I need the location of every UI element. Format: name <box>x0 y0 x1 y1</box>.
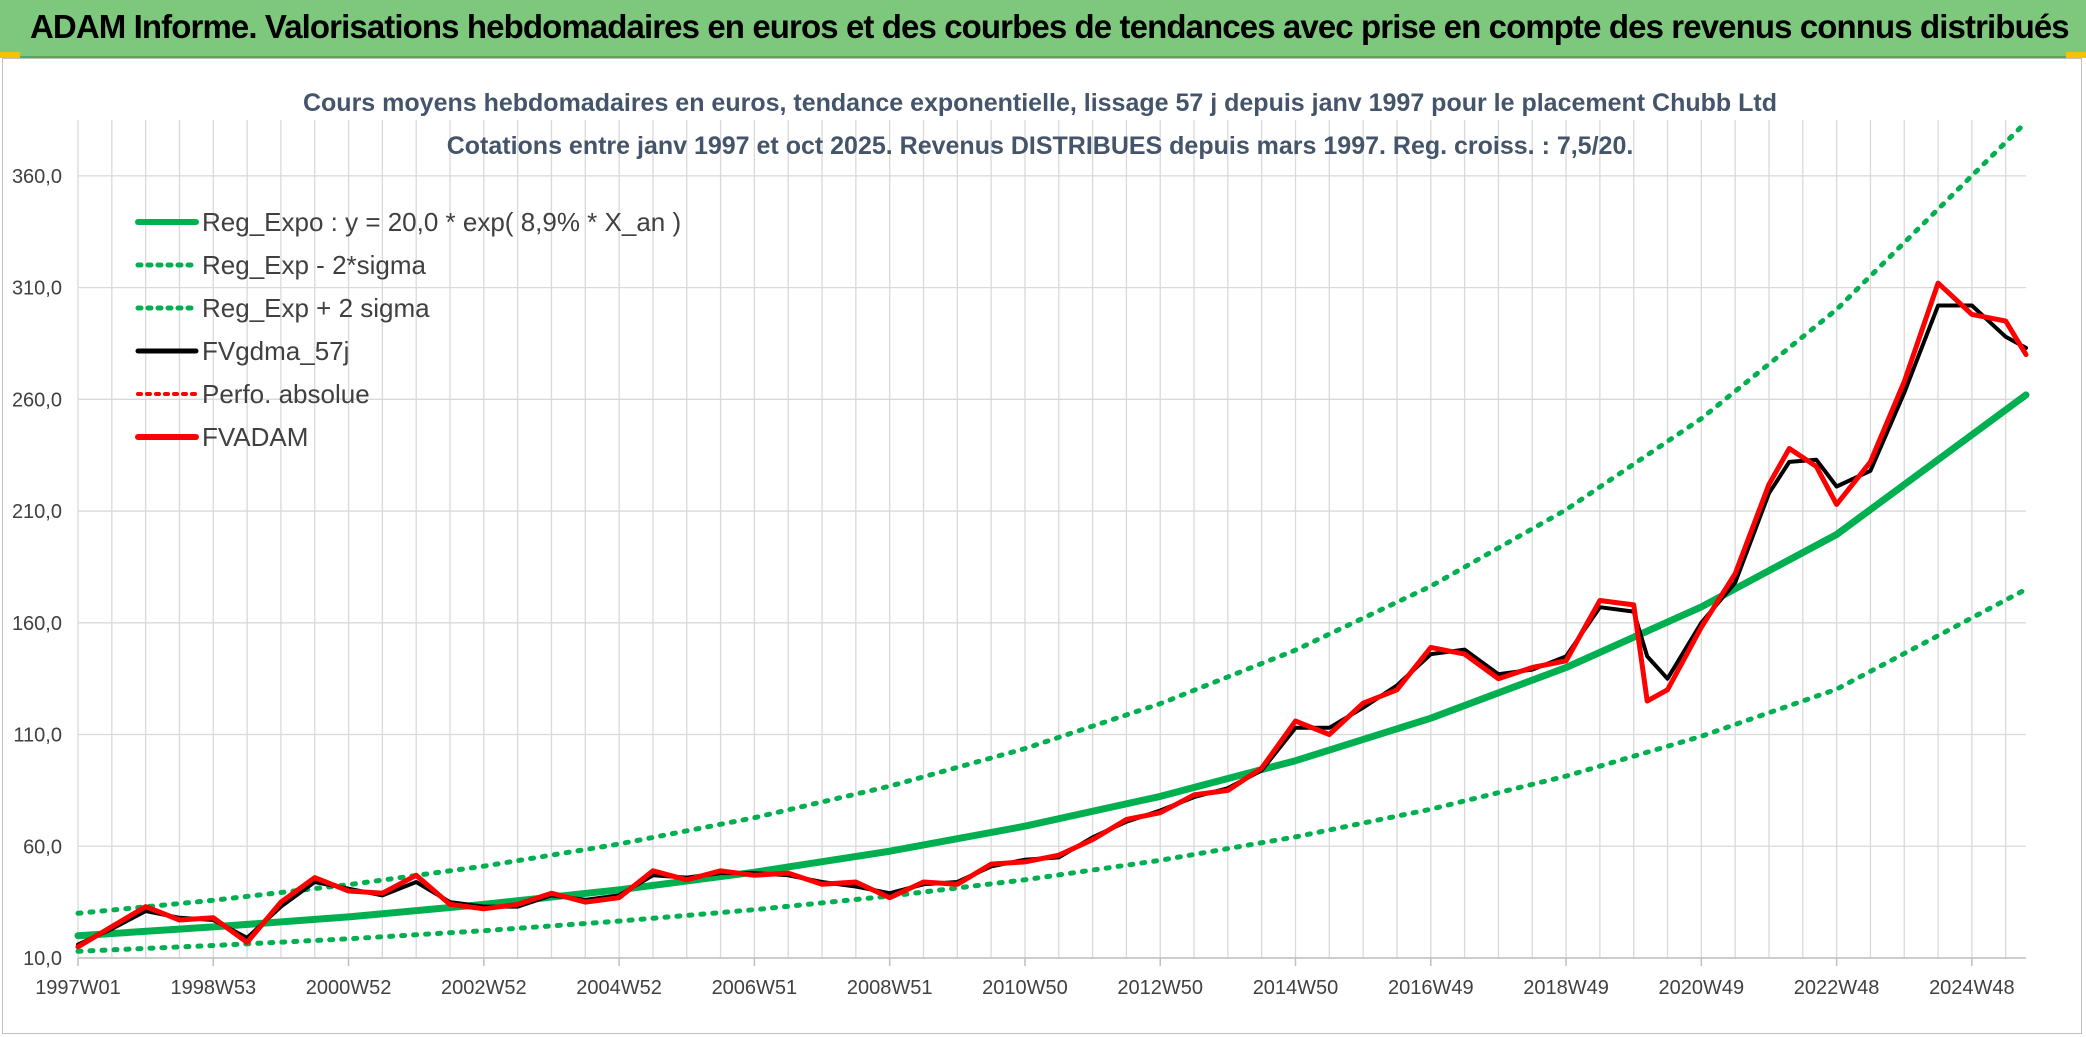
chart-frame <box>2 58 2082 1034</box>
report-title: ADAM Informe. Valorisations hebdomadaire… <box>30 8 2070 45</box>
y-tick-label: 160,0 <box>12 613 62 635</box>
x-tick-label: 2022W48 <box>1794 977 1880 999</box>
x-tick-label: 2016W49 <box>1388 977 1474 999</box>
corner-marker-right <box>2066 52 2086 58</box>
y-tick-label: 60,0 <box>23 836 62 858</box>
legend-label: Reg_Exp - 2*sigma <box>202 250 427 280</box>
legend-label: Reg_Expo : y = 20,0 * exp( 8,9% * X_an ) <box>202 207 681 237</box>
y-tick-label: 10,0 <box>23 948 62 970</box>
x-tick-label: 2024W48 <box>1929 977 2015 999</box>
y-tick-label: 260,0 <box>12 389 62 411</box>
chart-grid <box>77 120 2026 959</box>
x-tick-label: 2008W51 <box>847 977 933 999</box>
x-tick-label: 2004W52 <box>576 977 662 999</box>
y-tick-label: 210,0 <box>12 501 62 523</box>
series-line-reg-exp-2-sigma <box>75 586 2029 954</box>
x-tick-label: 2014W50 <box>1253 977 1339 999</box>
series-line-reg-expo <box>74 391 2030 940</box>
chart-legend: Reg_Expo : y = 20,0 * exp( 8,9% * X_an )… <box>135 207 681 452</box>
legend-label: Perfo. absolue <box>202 379 370 409</box>
legend-label: FVADAM <box>202 422 308 452</box>
x-tick-label: 2012W50 <box>1117 977 1203 999</box>
y-tick-label: 110,0 <box>13 725 62 747</box>
legend-label: Reg_Exp + 2 sigma <box>202 293 430 323</box>
x-tick-label: 2002W52 <box>441 977 527 999</box>
chart-title-line: Cotations entre janv 1997 et oct 2025. R… <box>447 132 1634 160</box>
chart-series <box>74 119 2030 954</box>
y-tick-label: 310,0 <box>12 278 62 300</box>
x-tick-label: 2000W52 <box>306 977 392 999</box>
x-tick-label: 1998W53 <box>170 977 256 999</box>
corner-marker-left <box>0 52 20 58</box>
header-banner: ADAM Informe. Valorisations hebdomadaire… <box>0 0 2086 58</box>
x-tick-label: 2018W49 <box>1523 977 1609 999</box>
series-line-fvadam <box>75 280 2029 950</box>
axis-ticks: 10,0 60,0 110,0 160,0 210,0 260,0 310,0 360,0 19… <box>12 166 2026 999</box>
x-tick-label: 2010W50 <box>982 977 1068 999</box>
chart-title: Cours moyens hebdomadaires en euros, ten… <box>303 89 1777 160</box>
x-tick-label: 1997W01 <box>35 977 121 999</box>
series-line-reg-exp-2-sigma <box>75 119 2029 916</box>
legend-label: FVgdma_57j <box>202 336 349 366</box>
x-tick-label: 2006W51 <box>712 977 798 999</box>
y-tick-label: 360,0 <box>12 166 62 188</box>
chart-title-line: Cours moyens hebdomadaires en euros, ten… <box>303 89 1777 117</box>
series-line-fvgdma-57j <box>76 303 2028 947</box>
x-tick-label: 2020W49 <box>1659 977 1745 999</box>
